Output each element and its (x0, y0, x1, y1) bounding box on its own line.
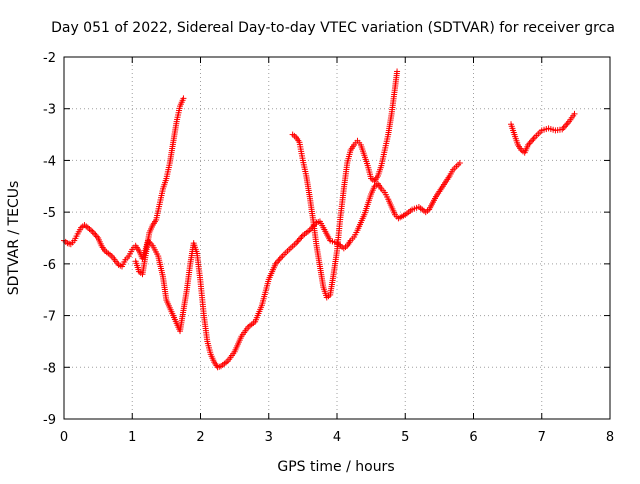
data-point (298, 233, 305, 240)
y-tick-label: -3 (43, 103, 56, 118)
y-tick-label: -5 (43, 206, 56, 221)
data-points (61, 68, 578, 371)
plot-frame (63, 56, 611, 420)
data-point (571, 110, 578, 117)
x-axis-label: GPS time / hours (277, 459, 394, 475)
y-tick-label: -2 (43, 51, 56, 66)
y-axis-label: SDTVAR / TECUs (6, 181, 22, 296)
data-point (530, 135, 537, 142)
x-tick-label: 0 (60, 430, 68, 445)
chart-title: Day 051 of 2022, Sidereal Day-to-day VTE… (51, 20, 615, 36)
data-point (276, 256, 283, 263)
data-point (294, 238, 301, 245)
data-point (297, 235, 304, 242)
data-series (289, 68, 401, 301)
data-point (527, 138, 534, 145)
data-series (61, 160, 463, 371)
data-point (394, 68, 401, 75)
data-point (89, 228, 96, 235)
x-tick-label: 4 (333, 430, 341, 445)
data-point (561, 123, 568, 130)
data-point (529, 137, 536, 144)
data-point (86, 226, 93, 233)
axis-ticks: 0 1 2 3 4 5 6 7 8 -9 -8 -7 -6 -5 -4 -3 -2 (43, 51, 614, 445)
x-tick-label: 3 (265, 430, 273, 445)
data-point (92, 231, 99, 238)
y-tick-label: -7 (43, 310, 56, 325)
data-point (275, 257, 282, 264)
data-point (563, 121, 570, 128)
data-point (88, 227, 95, 234)
data-point (91, 230, 98, 237)
x-tick-label: 7 (538, 430, 546, 445)
x-tick-label: 5 (401, 430, 409, 445)
data-series (508, 110, 578, 156)
y-tick-label: -9 (43, 413, 56, 428)
x-tick-label: 6 (469, 430, 477, 445)
grid (64, 57, 610, 419)
data-series (132, 95, 187, 278)
data-point (456, 160, 463, 167)
data-point (278, 254, 285, 261)
x-tick-label: 8 (606, 430, 614, 445)
x-tick-label: 1 (128, 430, 136, 445)
x-tick-label: 2 (196, 430, 204, 445)
y-tick-label: -6 (43, 258, 56, 273)
y-tick-label: -8 (43, 361, 56, 376)
data-point (180, 95, 187, 102)
data-point (295, 237, 302, 244)
data-point (564, 120, 571, 127)
y-tick-label: -4 (43, 154, 56, 169)
